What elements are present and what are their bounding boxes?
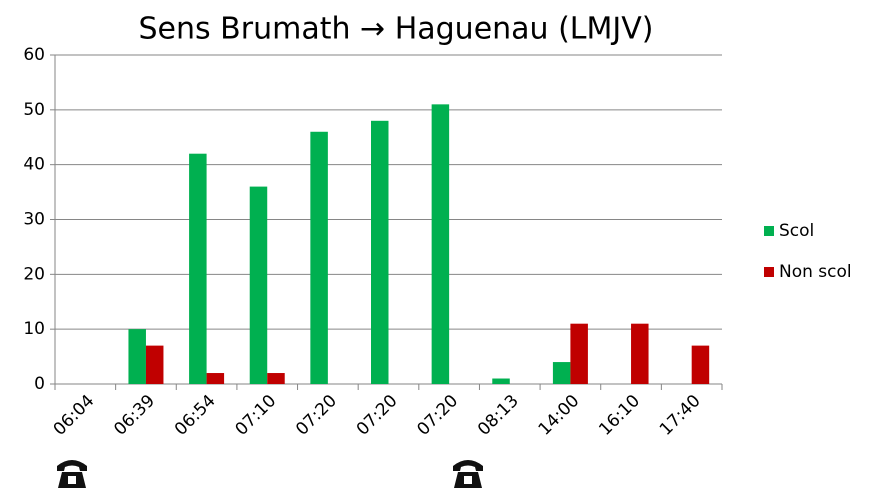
bar bbox=[570, 323, 588, 384]
chart-title: Sens Brumath → Haguenau (LMJV) bbox=[139, 12, 654, 47]
x-tick-label: 07:20 bbox=[413, 391, 462, 440]
y-tick-label: 50 bbox=[23, 100, 45, 120]
y-tick-label: 10 bbox=[23, 319, 45, 339]
bar bbox=[691, 345, 710, 384]
x-tick-label: 07:20 bbox=[292, 391, 341, 440]
bar bbox=[631, 323, 649, 384]
x-tick-label: 06:04 bbox=[50, 391, 99, 440]
x-tick-label: 14:00 bbox=[535, 391, 584, 440]
y-tick-label: 40 bbox=[23, 155, 45, 175]
x-tick-label: 17:40 bbox=[656, 391, 705, 440]
y-tick-label: 0 bbox=[34, 374, 45, 394]
bar bbox=[267, 373, 285, 384]
x-tick-label: 06:39 bbox=[110, 391, 159, 440]
bar bbox=[249, 186, 268, 384]
bar bbox=[145, 345, 164, 384]
bar bbox=[128, 329, 146, 384]
bar bbox=[206, 373, 225, 384]
legend-label: Scol bbox=[779, 221, 814, 241]
bar bbox=[431, 104, 450, 384]
x-tick-label: 07:10 bbox=[232, 391, 281, 440]
bar bbox=[492, 378, 510, 384]
phone-icon bbox=[57, 460, 87, 488]
y-tick-label: 30 bbox=[23, 210, 45, 230]
x-tick-label: 08:13 bbox=[474, 391, 523, 440]
x-tick-label: 06:54 bbox=[171, 391, 220, 440]
bar bbox=[310, 131, 328, 384]
x-tick-label: 07:20 bbox=[353, 391, 402, 440]
bar bbox=[552, 362, 571, 384]
x-tick-label: 16:10 bbox=[595, 391, 644, 440]
legend-swatch bbox=[764, 226, 774, 236]
bar bbox=[371, 120, 389, 385]
legend-label: Non scol bbox=[779, 262, 852, 282]
y-tick-label: 60 bbox=[23, 45, 45, 65]
y-tick-label: 20 bbox=[23, 264, 45, 284]
phone-icon bbox=[453, 460, 483, 488]
legend-swatch bbox=[764, 267, 774, 277]
bar bbox=[189, 153, 207, 384]
